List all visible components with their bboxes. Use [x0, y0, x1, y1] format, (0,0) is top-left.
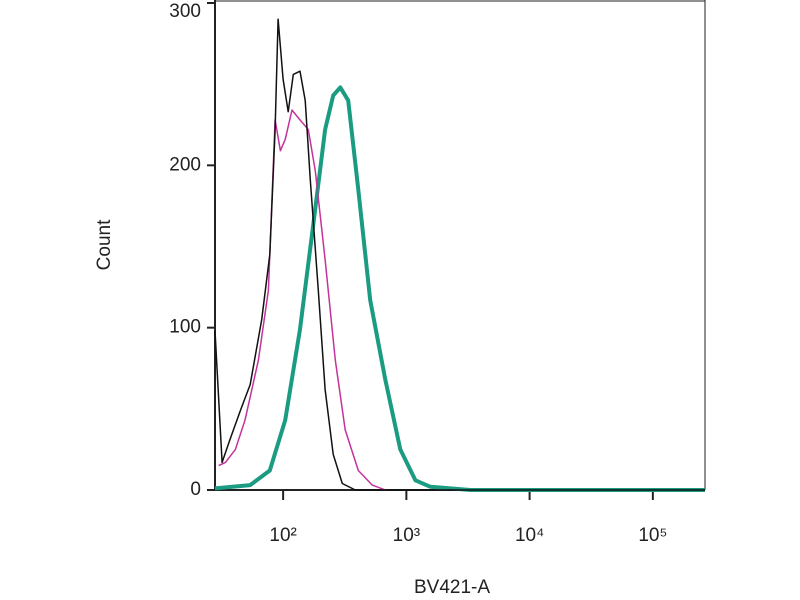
y-tick-label: 0 [190, 479, 201, 500]
histogram-line [214, 18, 705, 491]
y-tick-label: 200 [169, 154, 201, 175]
y-tick-label: 300 [169, 1, 201, 22]
histogram-line [214, 85, 705, 492]
x-tick-label: 10⁵ [638, 525, 667, 546]
x-tick-label: 10² [269, 525, 296, 546]
x-tick-label: 10⁴ [515, 525, 544, 546]
x-tick-label: 10³ [393, 525, 420, 546]
y-axis-label: Count [94, 219, 115, 270]
histogram-line [218, 109, 386, 491]
y-tick-label: 100 [169, 317, 201, 338]
x-axis-label: BV421-A [414, 577, 490, 598]
